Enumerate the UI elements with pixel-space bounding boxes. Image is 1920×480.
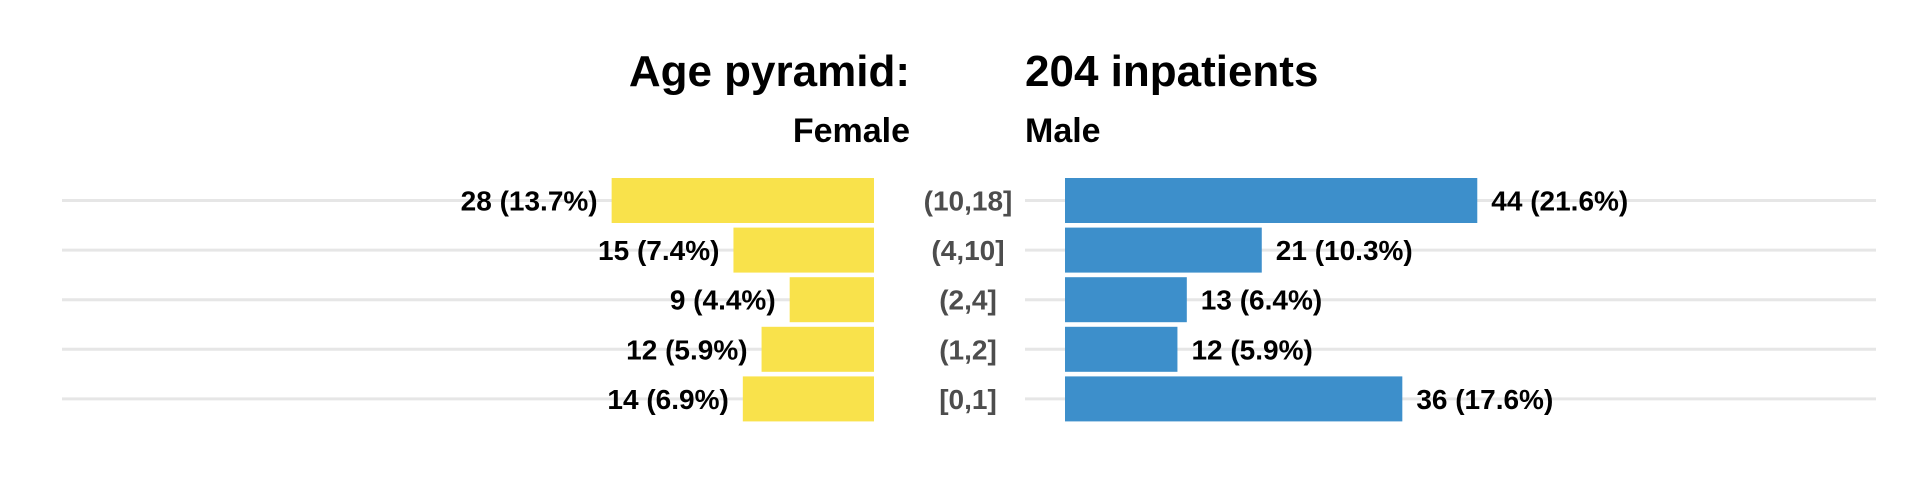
chart-title-left: Age pyramid:	[629, 47, 910, 96]
male-value-label: 21 (10.3%)	[1276, 235, 1413, 266]
female-bar	[733, 227, 874, 273]
plot-area: 28 (13.7%) 44 (21.6%) (10,18] 15 (7.4%) 21 (…	[62, 178, 1876, 422]
male-bar	[1065, 277, 1187, 323]
male-bar	[1065, 326, 1178, 372]
male-panel-label: Male	[1025, 112, 1101, 150]
male-bar	[1065, 376, 1403, 422]
female-value-label: 12 (5.9%)	[626, 334, 747, 365]
female-value-label: 28 (13.7%)	[461, 186, 598, 217]
age-group-label: [0,1]	[939, 384, 997, 415]
female-value-label: 14 (6.9%)	[607, 384, 728, 415]
age-group-label: (2,4]	[939, 285, 997, 316]
chart-title-right: 204 inpatients	[1025, 47, 1318, 96]
male-bar	[1065, 227, 1262, 273]
female-bar	[611, 178, 874, 223]
age-group-label: (4,10]	[931, 235, 1004, 266]
female-bar	[761, 326, 874, 372]
male-value-label: 13 (6.4%)	[1201, 285, 1322, 316]
male-value-label: 36 (17.6%)	[1416, 384, 1553, 415]
female-value-label: 9 (4.4%)	[670, 285, 776, 316]
female-panel-label: Female	[793, 112, 910, 150]
female-bar	[789, 277, 874, 323]
male-value-label: 12 (5.9%)	[1191, 334, 1312, 365]
age-group-label: (1,2]	[939, 334, 997, 365]
female-bar	[742, 376, 874, 422]
male-bar	[1065, 178, 1478, 223]
male-value-label: 44 (21.6%)	[1491, 186, 1628, 217]
female-value-label: 15 (7.4%)	[598, 235, 719, 266]
age-group-label: (10,18]	[924, 186, 1013, 217]
